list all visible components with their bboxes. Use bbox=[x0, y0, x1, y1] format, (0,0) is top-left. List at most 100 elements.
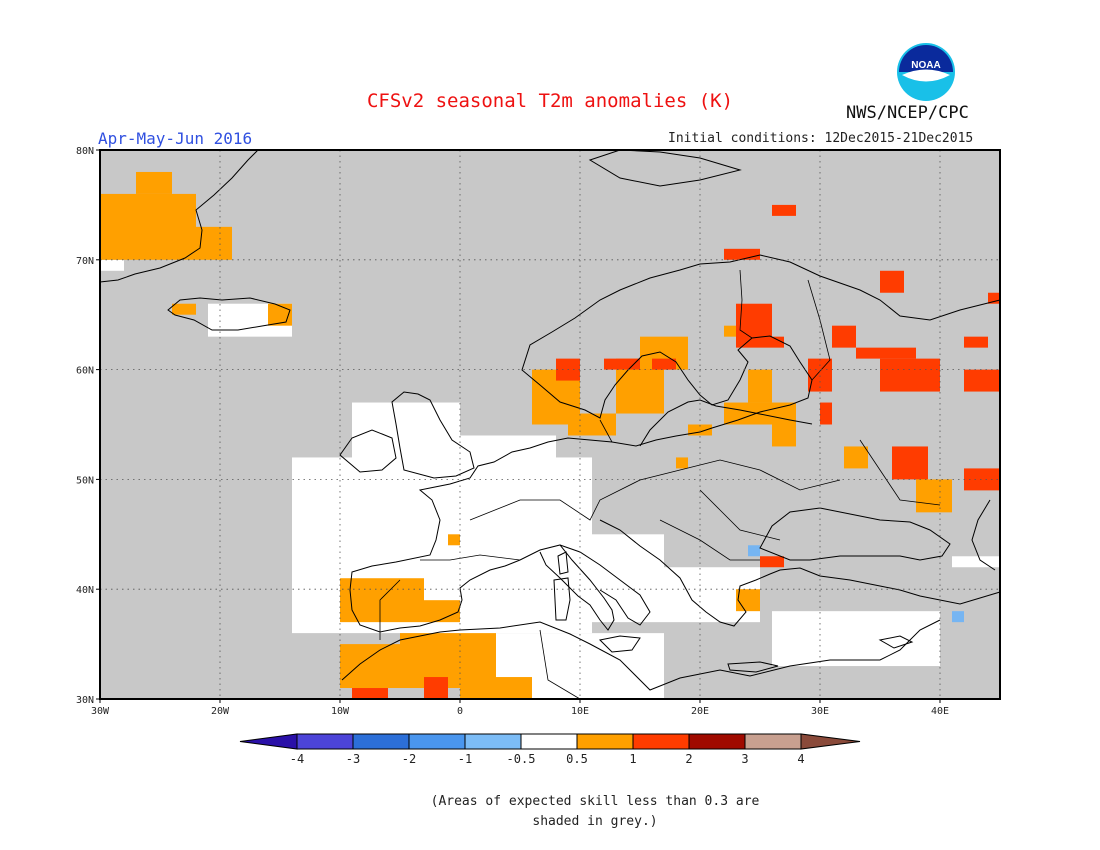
chart-title: CFSv2 seasonal T2m anomalies (K) bbox=[366, 90, 734, 112]
y-tick-label: 70N bbox=[76, 256, 94, 267]
anomaly-cell-red bbox=[964, 468, 1000, 491]
anomaly-cell-orange bbox=[916, 479, 952, 513]
anomaly-cell-red bbox=[892, 446, 928, 480]
anomaly-cell-red bbox=[352, 688, 388, 699]
latitude-ticks: 30N 40N 50N 60N 70N 80N bbox=[76, 146, 100, 706]
coastline-iceland bbox=[167, 297, 291, 331]
anomaly-cell-orange bbox=[424, 600, 460, 623]
anomaly-cell-red bbox=[832, 325, 856, 348]
anomaly-cell-orange bbox=[724, 325, 736, 337]
anomaly-cell-red bbox=[736, 303, 772, 348]
anomaly-cell-red bbox=[856, 347, 916, 359]
y-tick-label: 80N bbox=[76, 146, 94, 157]
legend-label: -2 bbox=[402, 752, 416, 766]
border-line bbox=[699, 489, 781, 541]
legend-bar bbox=[239, 733, 861, 750]
anomaly-cell-light-blue bbox=[748, 545, 760, 557]
x-tick-label: 20E bbox=[691, 706, 709, 717]
legend-label: 1 bbox=[629, 752, 636, 766]
anomaly-cell-orange bbox=[340, 578, 424, 623]
color-legend: -4 -3 -2 -1 -0.5 0.5 1 2 3 4 bbox=[239, 733, 861, 766]
anomaly-cell-orange bbox=[448, 534, 460, 546]
anomaly-cell-red bbox=[964, 369, 1000, 392]
anomaly-cell-red bbox=[724, 248, 760, 260]
anomaly-cell-orange bbox=[844, 446, 868, 469]
legend-labels: -4 -3 -2 -1 -0.5 0.5 1 2 3 4 bbox=[290, 752, 805, 766]
coastline-corsica bbox=[557, 551, 569, 575]
anomaly-cell-orange bbox=[268, 303, 292, 326]
border-line bbox=[379, 579, 401, 640]
x-tick-label: 20W bbox=[211, 706, 230, 717]
legend-swatch bbox=[576, 733, 634, 750]
coastline-north-africa bbox=[341, 619, 941, 691]
anomaly-cell-red bbox=[760, 556, 784, 568]
skill-note: (Areas of expected skill less than 0.3 a… bbox=[430, 794, 760, 829]
anomaly-map: 30W 20W 10W 0 10E 20E 30E 40E 30N 40N 50N 60N 70N 80… bbox=[76, 146, 1001, 717]
y-tick-label: 30N bbox=[76, 695, 94, 706]
legend-label: -4 bbox=[290, 752, 304, 766]
anomaly-cell-red bbox=[820, 402, 832, 425]
coastline-caspian bbox=[971, 499, 996, 571]
anomaly-cell-red bbox=[988, 292, 1000, 304]
legend-label: -0.5 bbox=[507, 752, 536, 766]
legend-swatch bbox=[408, 733, 466, 750]
legend-label: -1 bbox=[458, 752, 472, 766]
anomaly-cell-white bbox=[352, 402, 460, 480]
legend-arrow-cold bbox=[239, 733, 298, 750]
border-line bbox=[539, 629, 581, 700]
agency-label: NWS/NCEP/CPC bbox=[846, 103, 969, 123]
border-line bbox=[739, 269, 753, 339]
anomaly-cell-orange bbox=[748, 369, 772, 403]
x-tick-label: 10E bbox=[571, 706, 589, 717]
border-line bbox=[859, 439, 941, 506]
map-frame bbox=[99, 149, 1001, 700]
border-line bbox=[659, 519, 760, 561]
legend-arrow-warm bbox=[800, 733, 861, 750]
anomaly-cell-red bbox=[964, 336, 988, 348]
anomaly-cell-orange bbox=[568, 413, 616, 436]
anomaly-cell-white bbox=[100, 259, 124, 271]
anomaly-cell-orange bbox=[688, 424, 712, 436]
coastline-baltic bbox=[639, 399, 813, 447]
legend-swatch bbox=[296, 733, 354, 750]
longitude-ticks: 30W 20W 10W 0 10E 20E 30E 40E bbox=[91, 699, 949, 717]
anomaly-cell-red bbox=[772, 204, 796, 216]
coastline-britain bbox=[391, 391, 475, 479]
x-tick-label: 0 bbox=[457, 706, 463, 717]
border-line bbox=[469, 459, 841, 521]
anomaly-cell-red bbox=[652, 358, 676, 370]
coastline-mainland bbox=[349, 254, 1001, 633]
anomaly-cell-orange bbox=[496, 677, 532, 699]
x-tick-label: 30E bbox=[811, 706, 829, 717]
legend-swatch bbox=[632, 733, 690, 750]
noaa-logo-sky bbox=[899, 45, 953, 72]
anomaly-cell-red bbox=[880, 358, 940, 392]
legend-label: 4 bbox=[797, 752, 804, 766]
coastline-sicily bbox=[598, 635, 641, 653]
noaa-logo-icon: NOAA bbox=[897, 43, 955, 101]
country-borders bbox=[379, 269, 941, 700]
legend-swatch bbox=[520, 733, 578, 750]
anomaly-cell-orange bbox=[772, 424, 796, 447]
anomaly-cell-white bbox=[952, 556, 1000, 568]
anomaly-cell-red bbox=[772, 336, 784, 348]
coastline-adriatic-balkans bbox=[599, 519, 1001, 627]
initial-conditions: Initial conditions: 12Dec2015-21Dec2015 bbox=[668, 131, 974, 146]
legend-label: 2 bbox=[685, 752, 692, 766]
y-tick-label: 60N bbox=[76, 366, 94, 377]
anomaly-cell-orange bbox=[460, 633, 496, 699]
anomaly-cell-orange bbox=[340, 644, 400, 689]
noaa-logo-gull bbox=[902, 69, 950, 82]
anomaly-cell-red bbox=[808, 358, 832, 392]
border-line bbox=[599, 419, 613, 443]
coastline-crete bbox=[727, 661, 779, 673]
anomaly-cell-orange bbox=[172, 303, 196, 315]
x-tick-label: 10W bbox=[331, 706, 350, 717]
forecast-period: Apr-May-Jun 2016 bbox=[98, 129, 253, 148]
noaa-logo-text: NOAA bbox=[911, 60, 940, 71]
legend-label: 0.5 bbox=[566, 752, 588, 766]
coastline-italy bbox=[559, 544, 651, 626]
anomaly-cell-orange bbox=[676, 457, 688, 469]
anomaly-cell-red bbox=[424, 677, 448, 699]
legend-swatch bbox=[688, 733, 746, 750]
